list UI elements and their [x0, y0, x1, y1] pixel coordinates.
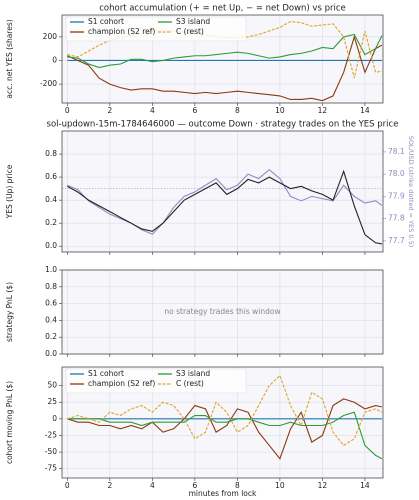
chart-title: sol-updown-15m-1784646000 — outcome Down… — [47, 120, 399, 130]
series-line — [67, 374, 383, 447]
y-tick-label: 0.8 — [45, 149, 57, 158]
plot-area — [62, 270, 383, 354]
x-tick-label: 4 — [150, 481, 155, 490]
legend-label: champion (S2 ref) — [88, 27, 155, 36]
y-axis-label: acc. net YES (shares) — [5, 19, 14, 98]
legend-label: S3 island — [176, 17, 210, 26]
x-tick-label: 0 — [65, 481, 70, 490]
x-tick-label: 6 — [192, 106, 197, 115]
x-tick-label: 8 — [235, 106, 240, 115]
y-tick-label: 0 — [52, 55, 57, 64]
x-axis-label: minutes from lock — [189, 489, 257, 498]
y-tick-label: 0.4 — [45, 315, 57, 324]
x-tick-label: 10 — [275, 481, 285, 490]
y-tick-label: 25 — [47, 397, 57, 406]
x-tick-label: 10 — [275, 106, 285, 115]
series-line — [67, 398, 383, 460]
y2-tick-label: 78.0 — [388, 169, 405, 178]
y2-tick-label: 77.9 — [388, 191, 405, 200]
x-tick-label: 14 — [360, 106, 370, 115]
x-tick-label: 2 — [107, 106, 112, 115]
y-tick-label: 0.6 — [45, 299, 57, 308]
y-tick-label: 0.8 — [45, 282, 57, 291]
y-tick-label: 0 — [52, 414, 57, 423]
legend-box — [65, 16, 247, 42]
y2-axis-label: SOL/USD (strike dotted = YES 0.5) — [407, 136, 415, 248]
series-line — [67, 34, 383, 102]
plot-frame — [61, 269, 384, 355]
series-line — [67, 20, 383, 79]
y-tick-label: 0.0 — [45, 241, 57, 250]
y-axis-label: YES (Up) price — [5, 164, 14, 219]
x-tick-label: 14 — [360, 481, 370, 490]
plot-area — [62, 131, 383, 252]
plot-frame — [61, 366, 384, 479]
y-tick-label: 0.2 — [45, 332, 57, 341]
legend-label: C (rest) — [176, 379, 204, 388]
y-tick-label: -25 — [45, 430, 57, 439]
legend-label: S1 cohort — [88, 17, 124, 26]
y-tick-label: -75 — [45, 464, 57, 473]
x-tick-label: 0 — [65, 106, 70, 115]
y-tick-label: 0.4 — [45, 195, 57, 204]
plot-frame — [61, 130, 384, 253]
x-tick-label: 12 — [318, 106, 328, 115]
series-line — [67, 169, 383, 245]
series-line — [67, 411, 383, 460]
x-tick-label: 4 — [150, 106, 155, 115]
y2-tick-label: 78.1 — [388, 147, 405, 156]
y-axis-label: strategy PnL ($) — [5, 282, 14, 342]
y-tick-label: 1.0 — [45, 265, 57, 274]
plot-frame — [61, 14, 384, 104]
y2-tick-label: 77.7 — [388, 236, 405, 245]
y-axis-label: cohort moving PnL ($) — [5, 381, 14, 464]
legend-label: S1 cohort — [88, 369, 124, 378]
x-tick-label: 2 — [107, 481, 112, 490]
legend-box — [65, 368, 247, 394]
legend-label: C (rest) — [176, 27, 204, 36]
x-tick-label: 6 — [192, 481, 197, 490]
x-tick-label: 12 — [318, 481, 328, 490]
y-tick-label: 50 — [47, 381, 57, 390]
chart-title: cohort accumulation (+ = net Up, − = net… — [99, 4, 346, 14]
x-tick-label: 8 — [235, 481, 240, 490]
y-tick-label: 0.0 — [45, 349, 57, 358]
y-tick-label: 0.2 — [45, 218, 57, 227]
annotation: no strategy trades this window — [164, 307, 280, 316]
y-tick-label: 200 — [43, 32, 58, 41]
series-line — [67, 168, 383, 235]
y-tick-label: -200 — [40, 79, 57, 88]
y2-tick-label: 77.8 — [388, 214, 405, 223]
legend-label: S3 island — [176, 369, 210, 378]
series-line — [67, 33, 383, 69]
y-tick-label: 0.6 — [45, 172, 57, 181]
y-tick-label: -50 — [45, 447, 57, 456]
legend-label: champion (S2 ref) — [88, 379, 155, 388]
